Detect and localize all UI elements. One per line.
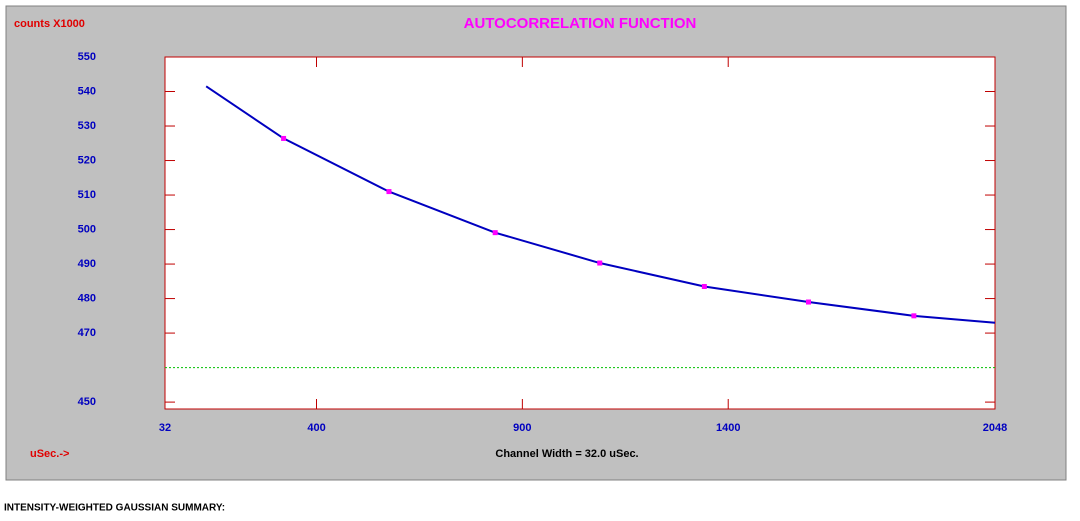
y-tick-label: 530 <box>78 120 96 132</box>
x-tick-label: 2048 <box>983 422 1007 434</box>
data-point <box>701 283 707 289</box>
y-tick-label: 470 <box>78 327 96 339</box>
x-tick-label: 400 <box>307 422 325 434</box>
y-axis-label: counts X1000 <box>14 18 85 30</box>
y-tick-label: 520 <box>78 154 96 166</box>
data-point <box>386 189 392 195</box>
data-point <box>597 260 603 266</box>
y-tick-label: 500 <box>78 223 96 235</box>
summary-title: INTENSITY-WEIGHTED GAUSSIAN SUMMARY: <box>4 503 225 514</box>
y-tick-label: 480 <box>78 292 96 304</box>
y-tick-label: 540 <box>78 85 96 97</box>
y-tick-label: 490 <box>78 258 96 270</box>
data-point <box>492 230 498 236</box>
x-axis-label: uSec.-> <box>30 448 69 460</box>
x-tick-label: 900 <box>513 422 531 434</box>
y-tick-label: 450 <box>78 396 96 408</box>
data-point <box>281 135 287 141</box>
data-point <box>805 299 811 305</box>
y-tick-label: 550 <box>78 51 96 63</box>
note: Channel Width = 32.0 uSec. <box>495 448 638 460</box>
plot-area <box>164 56 996 410</box>
x-tick-label: 1400 <box>716 422 740 434</box>
chart-title: AUTOCORRELATION FUNCTION <box>464 15 697 32</box>
y-tick-label: 510 <box>78 189 96 201</box>
x-tick-label: 32 <box>159 422 171 434</box>
data-point <box>911 313 917 319</box>
